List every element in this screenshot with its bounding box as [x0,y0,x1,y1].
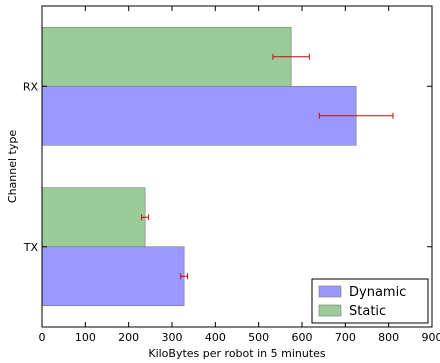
legend-label-dynamic: Dynamic [349,285,406,300]
plot-frame [41,5,433,328]
y-axis: TX RX [23,80,432,254]
x-tick-label: 300 [162,331,183,344]
bars-layer [41,26,357,307]
y-tick-label: RX [23,80,39,93]
x-tick-label: 800 [378,331,399,344]
x-tick-label: 200 [118,331,139,344]
legend: Dynamic Static [311,278,429,324]
legend-swatch-static [318,304,342,317]
error-bar-dynamic-tx [180,273,189,280]
x-axis-label: KiloBytes per robot in 5 minutes [148,347,326,360]
x-tick-label: 900 [422,331,440,344]
x-tick-label: 100 [75,331,96,344]
error-bars-layer [141,53,394,280]
x-tick-label: 700 [335,331,356,344]
legend-swatch-dynamic [318,285,342,298]
x-tick-label: 400 [205,331,226,344]
bar-static-rx [41,26,292,87]
error-bar-dynamic-rx [318,112,394,119]
bar-dynamic-rx [41,85,357,146]
error-bar-static-rx [272,53,310,60]
legend-label-static: Static [349,304,386,319]
x-tick-label: 600 [292,331,313,344]
x-tick-label: 500 [248,331,269,344]
y-tick-label: TX [23,241,39,254]
error-bar-static-tx [141,214,150,221]
x-tick-label: 0 [39,331,46,344]
y-axis-label: Channel type [6,130,19,203]
bar-static-tx [41,187,146,248]
x-axis: 0 100 200 300 400 500 600 700 800 900 [39,6,440,344]
bar-dynamic-tx [41,246,185,307]
